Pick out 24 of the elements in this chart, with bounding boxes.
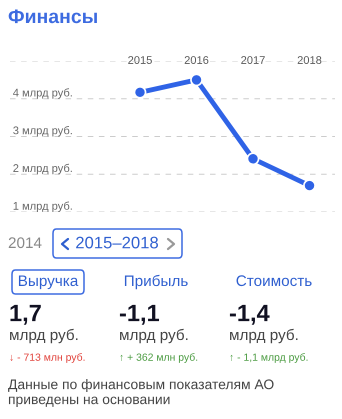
- text: -1,4: [230, 304, 270, 325]
- y-tick-label: 2 млрд руб.: [13, 164, 72, 174]
- text: 2015–2018: [76, 236, 158, 248]
- text: млрд руб.: [230, 328, 298, 344]
- text: -1,1: [120, 304, 160, 325]
- text: млрд руб.: [120, 328, 188, 344]
- y-tick-label: 1 млрд руб.: [14, 202, 72, 212]
- y-tick-label: 3 млрд руб.: [13, 126, 72, 136]
- text: ↓ - 713 млн руб.: [10, 353, 85, 363]
- text: 1,7: [10, 304, 41, 325]
- x-tick-label: 2016: [184, 56, 208, 64]
- y-tick-label: 4 млрд руб.: [13, 88, 72, 99]
- text: млрд руб.: [10, 328, 78, 344]
- text: Прибыль: [124, 274, 188, 290]
- x-tick-label: 2015: [128, 56, 152, 64]
- x-tick-label: 2018: [298, 56, 322, 64]
- text: 2014: [8, 237, 42, 248]
- x-tick-label: 2017: [241, 56, 265, 64]
- chart-title: Финансы: [8, 10, 97, 24]
- text: Выручка: [18, 275, 78, 290]
- text: ↑ - 1,1 млрд руб.: [230, 353, 308, 363]
- text: Стоимость: [236, 275, 312, 286]
- text: ↑ + 362 млн руб.: [120, 353, 198, 363]
- text: Данные по финансовым показателям АО приведены на основании: [8, 379, 274, 407]
